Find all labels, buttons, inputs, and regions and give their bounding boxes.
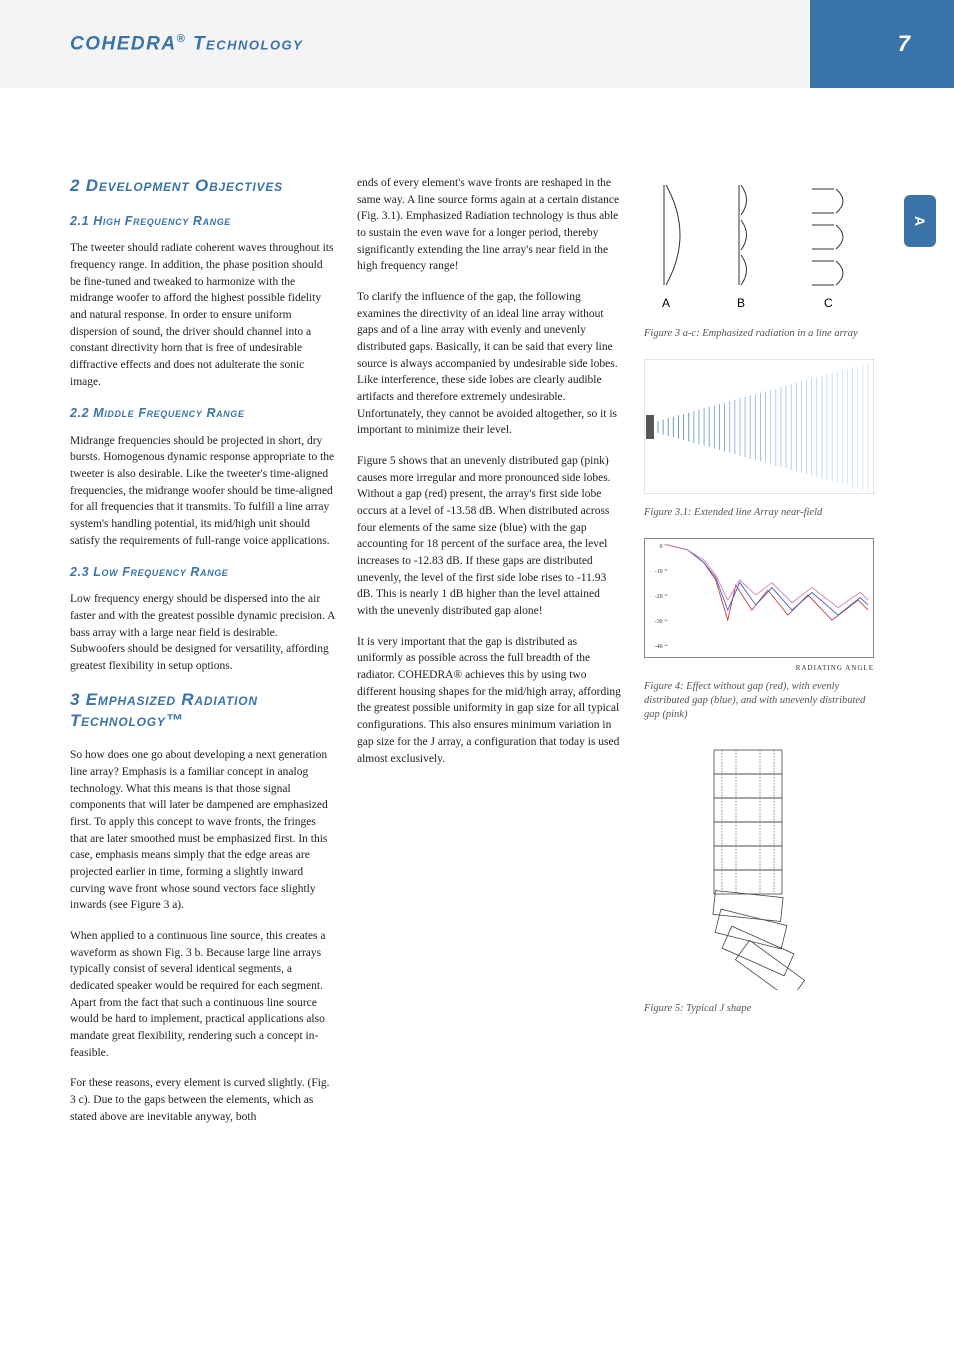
figure-3: A B C xyxy=(644,175,874,315)
header-blue-block: 7 xyxy=(810,0,954,88)
svg-text:-10: -10 xyxy=(655,569,663,575)
content-area: 2 Development Objectives 2.1 High Freque… xyxy=(70,175,880,1139)
column-2: ends of every element's wave fronts are … xyxy=(357,175,622,1139)
side-tab-label: A xyxy=(912,216,928,226)
para-21: The tweeter should radiate coherent wave… xyxy=(70,240,335,390)
fig5-caption: Figure 5: Typical J shape xyxy=(644,1002,874,1016)
svg-text:0: 0 xyxy=(660,544,663,550)
heading-2-3: 2.3 Low Frequency Range xyxy=(70,563,335,581)
para-3a: So how does one go about developing a ne… xyxy=(70,747,335,914)
fig31-caption: Figure 3.1: Extended line Array near-fie… xyxy=(644,506,874,520)
title-post: Technology xyxy=(186,33,303,54)
figure-5 xyxy=(644,740,874,990)
para-c2-3: Figure 5 shows that an unevenly distribu… xyxy=(357,453,622,620)
heading-2: 2 Development Objectives xyxy=(70,175,335,196)
para-c2-2: To clarify the influence of the gap, the… xyxy=(357,289,622,439)
para-3c: For these reasons, every element is curv… xyxy=(70,1075,335,1125)
fig4-caption: Figure 4: Effect without gap (red), with… xyxy=(644,680,874,723)
svg-text:-30: -30 xyxy=(655,619,663,625)
figure-4: -40 -30 -20 -10 0 xyxy=(644,538,874,658)
para-c2-4: It is very important that the gap is dis… xyxy=(357,634,622,767)
header-title: COHEDRA® Technology xyxy=(70,33,303,55)
page-number: 7 xyxy=(898,31,910,57)
svg-text:-40: -40 xyxy=(655,644,663,650)
para-23: Low frequency energy should be dispersed… xyxy=(70,591,335,674)
column-3: A B C Figure 3 a-c: Emphasized radiation… xyxy=(644,175,874,1139)
heading-2-1: 2.1 High Frequency Range xyxy=(70,212,335,230)
fig3-label-c: C xyxy=(824,296,833,310)
heading-3: 3 Emphasized Radiation Technology™ xyxy=(70,689,335,732)
title-pre: COHEDRA xyxy=(70,33,177,54)
heading-2-2: 2.2 Middle Frequency Range xyxy=(70,404,335,422)
page-header: COHEDRA® Technology 7 xyxy=(0,0,954,88)
figure-3-1 xyxy=(644,359,874,494)
fig3-label-b: B xyxy=(737,296,745,310)
para-c2-1: ends of every element's wave fronts are … xyxy=(357,175,622,275)
fig3-caption: Figure 3 a-c: Emphasized radiation in a … xyxy=(644,327,874,341)
para-22: Midrange frequencies should be projected… xyxy=(70,433,335,550)
column-1: 2 Development Objectives 2.1 High Freque… xyxy=(70,175,335,1139)
side-tab: A xyxy=(904,195,936,247)
para-3b: When applied to a continuous line source… xyxy=(70,928,335,1061)
title-sup: ® xyxy=(177,33,187,45)
fig4-footer: RADIATING ANGLE xyxy=(644,663,874,673)
svg-text:-20: -20 xyxy=(655,594,663,600)
fig3-label-a: A xyxy=(662,296,670,310)
